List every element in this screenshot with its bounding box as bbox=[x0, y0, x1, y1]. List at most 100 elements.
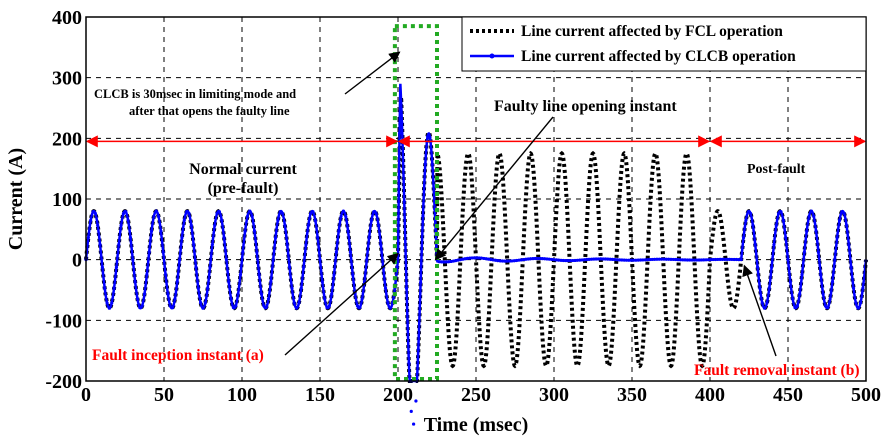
series-point-clcb bbox=[784, 236, 788, 240]
series-point-clcb bbox=[196, 286, 200, 290]
series-point-clcb bbox=[648, 257, 652, 262]
series-point-clcb bbox=[334, 250, 338, 254]
series-point-clcb bbox=[854, 301, 858, 305]
series-point-clcb bbox=[217, 210, 221, 214]
series-point-clcb bbox=[861, 286, 865, 290]
series-point-clcb bbox=[851, 286, 856, 290]
series-point-clcb bbox=[564, 258, 568, 263]
y-axis-label: Current (A) bbox=[5, 148, 27, 250]
series-point-clcb bbox=[266, 297, 271, 301]
series-point-clcb bbox=[156, 214, 161, 219]
series-point-clcb bbox=[554, 258, 558, 262]
series-point-clcb bbox=[337, 229, 341, 233]
series-point-clcb bbox=[596, 257, 601, 261]
series-point-clcb bbox=[112, 286, 116, 290]
series-layer bbox=[84, 83, 868, 426]
series-point-clcb bbox=[309, 211, 313, 216]
annotation-clcb-limiting-line1: CLCB is 30msec in limiting mode and bbox=[94, 87, 296, 101]
series-point-clcb bbox=[823, 304, 828, 308]
series-point-clcb bbox=[292, 301, 296, 305]
series-point-clcb bbox=[430, 162, 434, 166]
series-point-clcb bbox=[89, 218, 93, 223]
series-point-clcb bbox=[252, 229, 257, 233]
series-point-clcb bbox=[643, 258, 647, 262]
series-point-clcb bbox=[786, 258, 790, 262]
series-point-clcb bbox=[765, 301, 769, 305]
annotation-post-fault: Post-fault bbox=[747, 162, 806, 177]
series-point-clcb bbox=[608, 257, 612, 261]
series-point-clcb bbox=[662, 257, 666, 261]
series-point-clcb bbox=[837, 218, 842, 223]
series-point-clcb bbox=[529, 257, 533, 261]
series-point-clcb bbox=[585, 257, 589, 262]
series-point-clcb bbox=[646, 258, 650, 262]
series-point-clcb bbox=[135, 297, 140, 301]
series-point-clcb bbox=[348, 250, 353, 254]
series-point-clcb bbox=[844, 223, 849, 227]
series-point-clcb bbox=[772, 243, 776, 247]
series-point-clcb bbox=[510, 259, 514, 263]
series-point-clcb bbox=[624, 258, 629, 262]
series-point-clcb bbox=[107, 306, 111, 310]
series-point-clcb bbox=[222, 236, 226, 240]
series-point-clcb bbox=[660, 257, 664, 261]
series-point-clcb bbox=[180, 236, 184, 240]
series-point-clcb bbox=[496, 258, 500, 263]
series-point-clcb bbox=[311, 210, 315, 214]
series-point-clcb bbox=[702, 258, 706, 262]
series-point-clcb bbox=[713, 257, 718, 262]
series-point-clcb bbox=[374, 211, 378, 216]
series-point-clcb bbox=[671, 257, 675, 262]
x-tick-label: 350 bbox=[617, 384, 647, 406]
series-point-clcb bbox=[793, 306, 797, 310]
series-point-clcb bbox=[110, 301, 114, 305]
series-point-clcb bbox=[514, 258, 519, 263]
series-point-clcb bbox=[856, 306, 860, 310]
x-tick-label: 250 bbox=[461, 384, 491, 406]
series-point-clcb bbox=[763, 306, 767, 310]
series-point-clcb bbox=[650, 257, 654, 262]
series-point-clcb bbox=[559, 258, 563, 262]
series-point-clcb bbox=[262, 304, 266, 308]
series-point-clcb bbox=[517, 258, 521, 262]
series-point-clcb bbox=[402, 200, 406, 204]
x-axis-label: Time (msec) bbox=[424, 414, 529, 436]
series-point-clcb bbox=[779, 210, 783, 214]
series-point-clcb bbox=[470, 256, 474, 260]
series-point-clcb bbox=[465, 256, 470, 260]
series-point-clcb bbox=[606, 257, 610, 261]
pointer-fault-inception bbox=[284, 252, 399, 356]
grid bbox=[86, 17, 866, 381]
series-point-clcb bbox=[241, 250, 245, 254]
series-point-clcb bbox=[257, 273, 261, 277]
series-point-clcb bbox=[185, 210, 189, 214]
legend: Line current affected by FCL operation L… bbox=[461, 16, 867, 72]
series-point-clcb bbox=[142, 292, 147, 296]
series-point-clcb bbox=[264, 306, 268, 310]
series-point-clcb bbox=[578, 258, 582, 262]
annotation-faulty-line-opening: Faulty line opening instant bbox=[494, 98, 677, 115]
series-point-clcb bbox=[149, 229, 154, 233]
series-point-clcb bbox=[341, 209, 345, 213]
series-point-clcb bbox=[126, 218, 130, 223]
series-point-clcb bbox=[536, 256, 540, 261]
series-point-clcb bbox=[795, 304, 799, 308]
series-point-clcb bbox=[269, 280, 273, 284]
series-point-clcb bbox=[847, 243, 851, 247]
series-point-clcb bbox=[276, 218, 280, 223]
series-point-clcb bbox=[175, 280, 179, 284]
series-point-clcb bbox=[189, 223, 193, 227]
series-point-clcb bbox=[199, 301, 203, 305]
series-point-clcb bbox=[805, 229, 809, 233]
pointer-fault-removal bbox=[742, 264, 777, 357]
series-point-clcb bbox=[154, 209, 158, 213]
series-point-clcb bbox=[231, 306, 236, 310]
series-point-clcb bbox=[842, 211, 846, 216]
series-point-clcb bbox=[295, 306, 299, 310]
series-point-clcb bbox=[124, 210, 128, 214]
series-point-clcb bbox=[351, 273, 355, 277]
series-point-clcb bbox=[131, 258, 135, 262]
series-point-clcb bbox=[512, 259, 516, 263]
series-point-clcb bbox=[505, 259, 509, 263]
series-point-clcb bbox=[236, 292, 240, 296]
